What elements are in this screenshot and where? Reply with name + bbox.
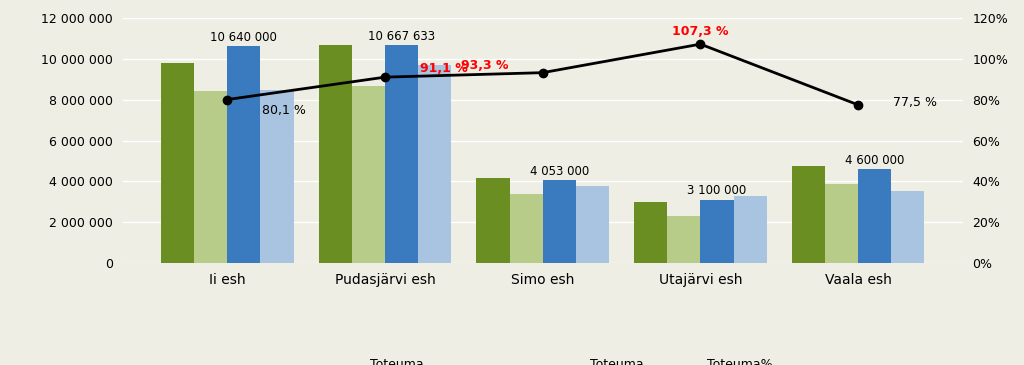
Text: 91,1 %: 91,1 % <box>420 62 467 75</box>
Text: 93,3 %: 93,3 % <box>461 59 508 72</box>
Bar <box>352 85 385 263</box>
Legend: TP 2012, Toteuma
1-10/2012, TA 2013, Toteuma
1-10/2013, Toteuma%
1-10/2013: TP 2012, Toteuma 1-10/2012, TA 2013, Tot… <box>224 353 777 365</box>
Bar <box>418 65 452 263</box>
Bar <box>476 178 510 263</box>
Text: 4 600 000: 4 600 000 <box>845 154 904 166</box>
Bar <box>700 200 733 263</box>
Bar <box>510 194 543 263</box>
Bar <box>575 187 609 263</box>
Bar <box>543 180 575 263</box>
Bar <box>260 89 294 263</box>
Bar <box>733 196 767 263</box>
Bar <box>385 45 418 263</box>
Bar <box>318 45 352 263</box>
Text: 4 053 000: 4 053 000 <box>529 165 589 178</box>
Bar <box>161 63 195 263</box>
Text: 10 640 000: 10 640 000 <box>210 31 278 43</box>
Bar <box>891 192 925 263</box>
Text: 77,5 %: 77,5 % <box>893 96 937 109</box>
Bar <box>227 46 260 263</box>
Bar <box>792 166 825 263</box>
Bar <box>195 91 227 263</box>
Text: 3 100 000: 3 100 000 <box>687 184 746 197</box>
Bar <box>634 202 668 263</box>
Bar <box>825 184 858 263</box>
Bar <box>668 216 700 263</box>
Text: 107,3 %: 107,3 % <box>672 25 729 38</box>
Text: 10 667 633: 10 667 633 <box>368 30 435 43</box>
Bar <box>858 169 891 263</box>
Text: 80,1 %: 80,1 % <box>262 104 306 117</box>
